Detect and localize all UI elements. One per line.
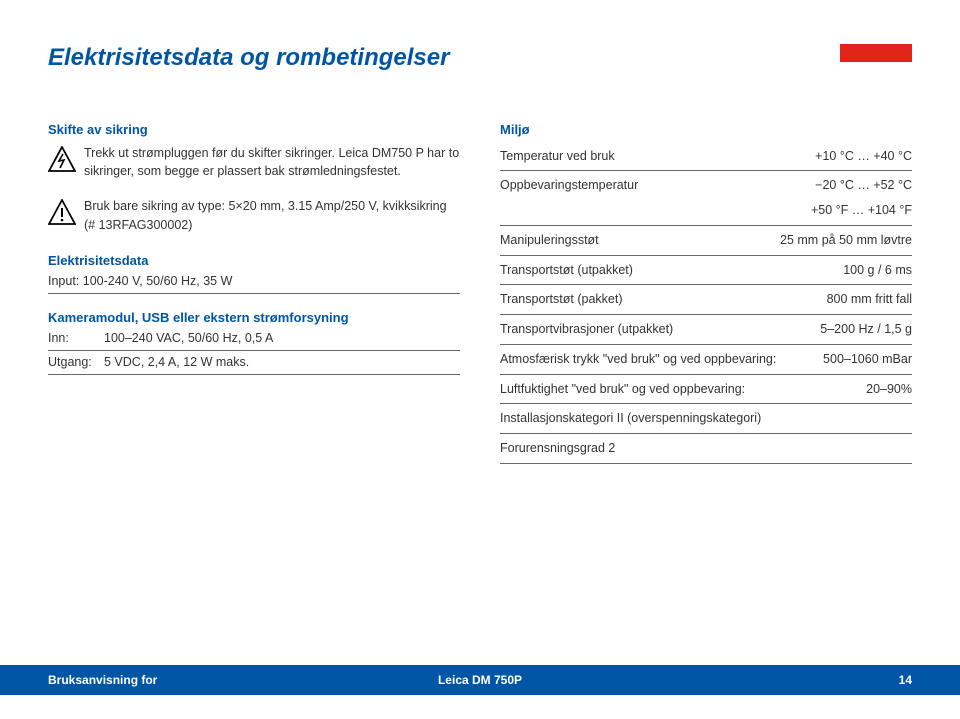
env-value: +10 °C … +40 °C <box>815 147 912 166</box>
env-label: Oppbevaringstemperatur <box>500 176 815 195</box>
env-label: Transportvibrasjoner (utpakket) <box>500 320 820 339</box>
env-label <box>500 201 811 220</box>
footer-center: Leica DM 750P <box>438 673 522 687</box>
utgang-row: Utgang: 5 VDC, 2,4 A, 12 W maks. <box>48 353 460 372</box>
skifte-heading: Skifte av sikring <box>48 120 460 140</box>
env-row: Luftfuktighet "ved bruk" og ved oppbevar… <box>500 377 912 402</box>
warning-block-2: Bruk bare sikring av type: 5×20 mm, 3.15… <box>48 197 460 235</box>
env-value: +50 °F … +104 °F <box>811 201 912 220</box>
env-value: 100 g / 6 ms <box>843 261 912 280</box>
utgang-value: 5 VDC, 2,4 A, 12 W maks. <box>104 353 249 372</box>
red-corner-tab <box>840 44 912 62</box>
utgang-label: Utgang: <box>48 353 104 372</box>
rule <box>500 284 912 285</box>
env-row: +50 °F … +104 °F <box>500 198 912 223</box>
rule <box>48 350 460 351</box>
rule <box>500 463 912 464</box>
warning-2-text: Bruk bare sikring av type: 5×20 mm, 3.15… <box>84 199 447 232</box>
rule <box>500 314 912 315</box>
env-value: 20–90% <box>866 380 912 399</box>
env-row: Forurensningsgrad 2 <box>500 436 912 461</box>
env-row: Temperatur ved bruk+10 °C … +40 °C <box>500 144 912 169</box>
rule <box>500 433 912 434</box>
footer-page-number: 14 <box>899 673 912 687</box>
inn-label: Inn: <box>48 329 104 348</box>
env-label: Installasjonskategori II (overspenningsk… <box>500 409 912 428</box>
warning-1-text: Trekk ut strømpluggen før du skifter sik… <box>84 146 459 179</box>
env-value: −20 °C … +52 °C <box>815 176 912 195</box>
env-row: Installasjonskategori II (overspenningsk… <box>500 406 912 431</box>
env-row: Oppbevaringstemperatur−20 °C … +52 °C <box>500 173 912 198</box>
left-column: Skifte av sikring Trekk ut strømpluggen … <box>48 120 460 466</box>
env-label: Manipuleringsstøt <box>500 231 780 250</box>
elektrisitetsdata-heading: Elektrisitetsdata <box>48 251 460 271</box>
env-value: 500–1060 mBar <box>823 350 912 369</box>
env-row: Transportstøt (utpakket)100 g / 6 ms <box>500 258 912 283</box>
inn-row: Inn: 100–240 VAC, 50/60 Hz, 0,5 A <box>48 329 460 348</box>
miljo-heading: Miljø <box>500 120 912 140</box>
rule <box>500 344 912 345</box>
rule <box>500 170 912 171</box>
rule <box>500 225 912 226</box>
env-label: Transportstøt (utpakket) <box>500 261 843 280</box>
env-label: Atmosfærisk trykk "ved bruk" og ved oppb… <box>500 350 823 369</box>
warning-bolt-icon <box>48 146 76 172</box>
env-label: Luftfuktighet "ved bruk" og ved oppbevar… <box>500 380 866 399</box>
elektrisitetsdata-line: Input: 100-240 V, 50/60 Hz, 35 W <box>48 272 460 291</box>
right-column: Miljø Temperatur ved bruk+10 °C … +40 °C… <box>500 120 912 466</box>
warning-block-1: Trekk ut strømpluggen før du skifter sik… <box>48 144 460 182</box>
env-row: Manipuleringsstøt25 mm på 50 mm løvtre <box>500 228 912 253</box>
content-columns: Skifte av sikring Trekk ut strømpluggen … <box>48 120 912 466</box>
env-label: Transportstøt (pakket) <box>500 290 827 309</box>
env-row: Transportstøt (pakket)800 mm fritt fall <box>500 287 912 312</box>
footer-bar: Bruksanvisning for Leica DM 750P 14 <box>0 665 960 695</box>
env-label: Forurensningsgrad 2 <box>500 439 912 458</box>
rule <box>500 255 912 256</box>
environment-table: Temperatur ved bruk+10 °C … +40 °COppbev… <box>500 144 912 464</box>
env-value: 25 mm på 50 mm løvtre <box>780 231 912 250</box>
page-title: Elektrisitetsdata og rombetingelser <box>48 44 912 72</box>
env-value: 5–200 Hz / 1,5 g <box>820 320 912 339</box>
warning-exclaim-icon <box>48 199 76 225</box>
env-row: Transportvibrasjoner (utpakket)5–200 Hz … <box>500 317 912 342</box>
footer-left: Bruksanvisning for <box>48 673 157 687</box>
rule <box>500 403 912 404</box>
rule <box>48 374 460 375</box>
env-row: Atmosfærisk trykk "ved bruk" og ved oppb… <box>500 347 912 372</box>
rule <box>48 293 460 294</box>
rule <box>500 374 912 375</box>
inn-value: 100–240 VAC, 50/60 Hz, 0,5 A <box>104 329 273 348</box>
kameramodul-heading: Kameramodul, USB eller ekstern strømfors… <box>48 308 460 328</box>
env-value: 800 mm fritt fall <box>827 290 912 309</box>
env-label: Temperatur ved bruk <box>500 147 815 166</box>
